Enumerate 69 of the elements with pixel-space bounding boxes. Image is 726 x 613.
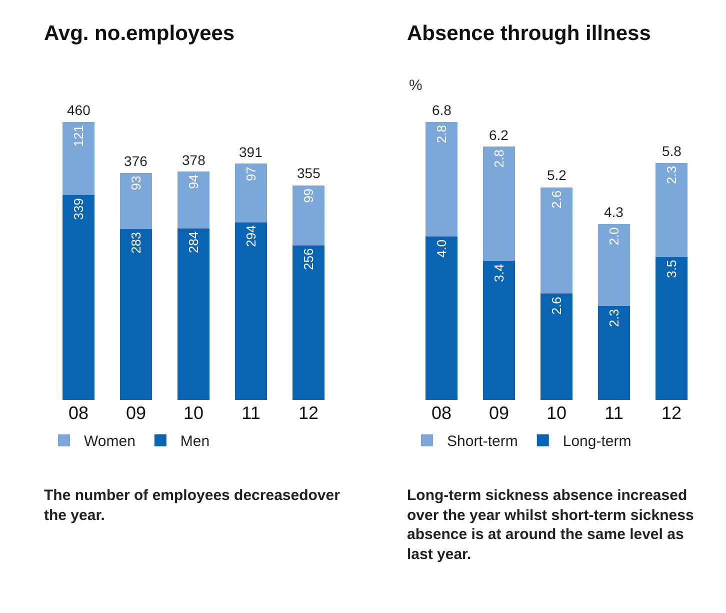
x-tick-label: 12 [661,403,682,423]
chart-title: Absence through illness [407,22,651,45]
data-label: 121 [71,125,86,147]
data-label: 2.6 [549,296,564,315]
y-axis-title: % [409,77,422,94]
data-label: 284 [186,231,201,254]
legend-label: Men [180,433,210,450]
total-label: 4.3 [604,204,624,220]
data-label: 256 [301,248,316,270]
bar [178,172,210,228]
total-label: 355 [297,165,321,181]
x-tick-label: 10 [183,403,204,423]
total-label: 460 [67,102,91,118]
x-tick-label: 11 [604,403,624,423]
data-label: 339 [71,198,86,220]
bar [540,294,572,400]
total-label: 378 [182,152,206,168]
bar [62,195,94,400]
data-label: 3.5 [664,260,679,278]
total-label: 6.2 [489,127,509,143]
data-label: 2.8 [434,125,449,144]
legend-label: Women [84,433,136,450]
total-label: 5.2 [547,167,567,183]
bar [598,306,630,400]
bar [120,228,152,400]
bar [292,245,324,400]
total-label: 5.8 [662,143,682,159]
data-label: 99 [301,188,316,203]
total-label: 6.8 [432,102,452,118]
chart-title: Avg. no.employees [44,22,235,45]
bar [235,164,267,222]
total-label: 376 [124,153,148,169]
data-label: 93 [128,176,144,190]
data-label: 2.3 [606,308,622,328]
data-label: 283 [128,232,144,254]
x-tick-label: 08 [431,403,452,423]
bar [426,122,458,236]
bar [540,187,572,294]
x-tick-label: 12 [298,403,319,423]
data-label: 4.0 [434,239,449,258]
bar [178,228,210,400]
x-tick-label: 08 [68,403,89,423]
data-label: 2.3 [664,166,679,184]
data-label: 294 [244,225,258,248]
data-label: 2.8 [492,150,506,168]
bar [483,146,515,261]
data-label: 3.4 [492,264,506,282]
x-tick-label: 09 [488,403,510,423]
x-tick-label: 10 [546,403,567,423]
bar [62,122,94,196]
text: The number of employees decreasedover the year. [44,486,341,525]
data-label: 2.0 [606,227,622,246]
bar [656,162,688,257]
bar [483,261,515,400]
data-label: 94 [186,174,201,190]
bar [292,185,324,246]
legend-label: Long-term [562,433,632,450]
total-label: 391 [239,144,263,160]
x-tick-label: 11 [242,403,260,423]
bar [598,224,630,306]
legend-label: Short-term [447,433,518,450]
x-tick-label: 09 [126,403,146,423]
bar [656,256,688,400]
data-label: 2.6 [549,190,564,208]
bar [120,172,152,229]
text: Long-term sickness absence increased over the year whilst short-term sickness absence is at around the same level as last year. [407,486,695,564]
data-label: 97 [244,166,258,182]
bar [235,222,267,400]
bar [426,236,458,400]
